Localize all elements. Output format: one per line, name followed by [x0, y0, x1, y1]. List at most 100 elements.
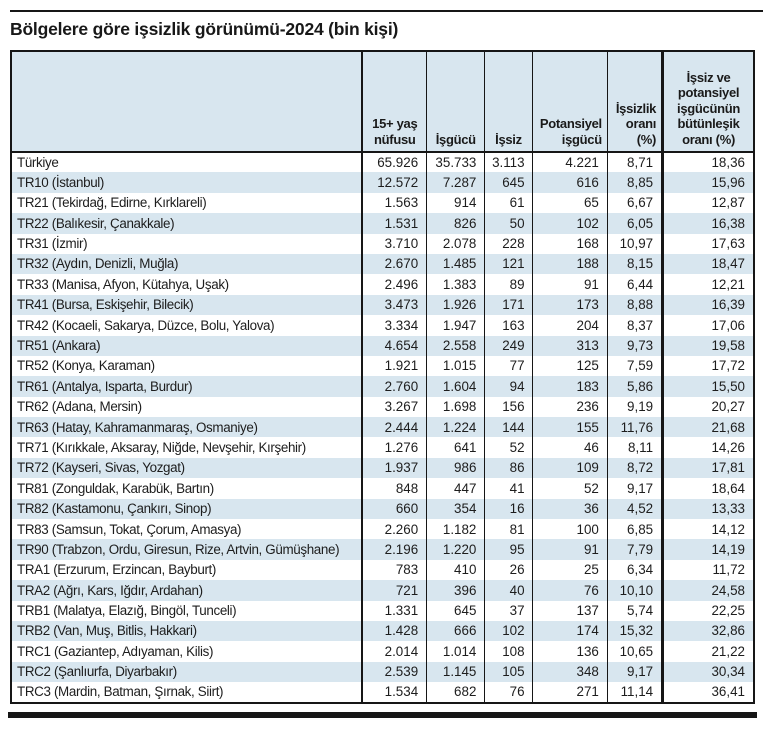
table-row: TR63 (Hatay, Kahramanmaraş, Osmaniye) 2.4… [11, 417, 754, 438]
table-row: TR72 (Kayseri, Sivas, Yozgat) 1.937 986 86 1… [11, 457, 754, 479]
region-cell: TR41 (Bursa, Eskişehir, Bilecik) [17, 297, 194, 313]
potential-cell: 4.221 [531, 152, 608, 173]
laborforce-cell: 1.604 [426, 376, 485, 397]
combined-rate-cell: 17,72 [661, 355, 754, 377]
population-cell: 1.428 [361, 620, 427, 642]
population-cell: 2.014 [361, 641, 427, 662]
rate-cell: 4,52 [606, 498, 663, 520]
population-cell: 721 [361, 580, 427, 601]
population-cell: 1.563 [361, 192, 427, 214]
rate-cell: 8,71 [606, 152, 663, 173]
unemployed-cell: 81 [484, 519, 533, 540]
rate-cell: 6,85 [606, 519, 663, 540]
table-row: TR52 (Konya, Karaman) 1.921 1.015 77 125 7,59… [11, 355, 754, 377]
laborforce-cell: 1.383 [426, 274, 485, 295]
unemployed-cell: 52 [484, 437, 533, 458]
column-header-region [11, 51, 363, 153]
combined-rate-cell: 14,26 [661, 437, 754, 458]
population-cell: 2.496 [361, 274, 427, 295]
potential-cell: 348 [531, 661, 608, 683]
combined-rate-cell: 17,63 [661, 233, 754, 254]
unemployment-table: 15+ yaş nüfusu İşgücü İşsiz Potansiyel i… [10, 50, 755, 704]
combined-rate-cell: 15,50 [661, 376, 754, 397]
unemployed-cell: 156 [484, 396, 533, 418]
unemployed-cell: 76 [484, 682, 533, 703]
region-cell: TR62 (Adana, Mersin) [17, 399, 142, 415]
population-cell: 3.710 [361, 233, 427, 254]
region-cell: TR52 (Konya, Karaman) [17, 358, 155, 374]
population-cell: 2.444 [361, 417, 427, 438]
table-row: TRC1 (Gaziantep, Adıyaman, Kilis) 2.014 1.… [11, 641, 754, 662]
potential-cell: 204 [531, 315, 608, 336]
unemployed-cell: 144 [484, 417, 533, 438]
combined-rate-cell: 22,25 [661, 600, 754, 621]
table-row: TRC2 (Şanlıurfa, Diyarbakır) 2.539 1.145 10… [11, 661, 754, 683]
table-row: TRB1 (Malatya, Elazığ, Bingöl, Tunceli) 1… [11, 600, 754, 621]
population-cell: 2.260 [361, 519, 427, 540]
laborforce-cell: 1.224 [426, 417, 485, 438]
potential-cell: 236 [531, 396, 608, 418]
combined-rate-cell: 17,81 [661, 457, 754, 479]
potential-cell: 76 [531, 580, 608, 601]
unemployed-cell: 61 [484, 192, 533, 214]
column-header-rate: İşsizlik oranı (%) [606, 51, 663, 153]
laborforce-cell: 2.078 [426, 233, 485, 254]
unemployed-cell: 86 [484, 457, 533, 479]
potential-cell: 65 [531, 192, 608, 214]
region-cell: TR90 (Trabzon, Ordu, Giresun, Rize, Artv… [17, 541, 340, 557]
region-cell: TRA1 (Erzurum, Erzincan, Bayburt) [17, 562, 217, 578]
unemployed-cell: 105 [484, 661, 533, 683]
rate-cell: 6,44 [606, 274, 663, 295]
laborforce-cell: 1.947 [426, 315, 485, 336]
unemployed-cell: 94 [484, 376, 533, 397]
region-cell: TR31 (İzmir) [17, 236, 88, 252]
rate-cell: 6,05 [606, 213, 663, 234]
rate-cell: 5,74 [606, 600, 663, 621]
combined-rate-cell: 36,41 [661, 682, 754, 703]
combined-rate-cell: 19,58 [661, 335, 754, 356]
column-header-laborforce: İşgücü [426, 51, 485, 153]
table-row: TR21 (Tekirdağ, Edirne, Kırklareli) 1.563… [11, 192, 754, 214]
region-cell: TR21 (Tekirdağ, Edirne, Kırklareli) [17, 195, 207, 211]
potential-cell: 136 [531, 641, 608, 662]
top-divider [10, 10, 763, 12]
population-cell: 660 [361, 498, 427, 520]
combined-rate-cell: 21,68 [661, 417, 754, 438]
region-cell: TR82 (Kastamonu, Çankırı, Sinop) [17, 501, 212, 517]
table-row: TR71 (Kırıkkale, Aksaray, Niğde, Nevşehi… [11, 437, 754, 458]
region-cell: TR81 (Zonguldak, Karabük, Bartın) [17, 480, 214, 496]
rate-cell: 6,67 [606, 192, 663, 214]
population-cell: 2.760 [361, 376, 427, 397]
rate-cell: 8,88 [606, 294, 663, 316]
unemployed-cell: 95 [484, 539, 533, 560]
potential-cell: 100 [531, 519, 608, 540]
unemployed-cell: 77 [484, 355, 533, 377]
table-row: TR62 (Adana, Mersin) 3.267 1.698 156 236 9,19… [11, 396, 754, 418]
population-cell: 3.334 [361, 315, 427, 336]
table-row: TRC3 (Mardin, Batman, Şırnak, Siirt) 1.53… [11, 682, 754, 703]
column-header-unemployed: İşsiz [484, 51, 533, 153]
laborforce-cell: 1.014 [426, 641, 485, 662]
combined-rate-cell: 14,12 [661, 519, 754, 540]
rate-cell: 10,10 [606, 580, 663, 601]
potential-cell: 313 [531, 335, 608, 356]
potential-cell: 168 [531, 233, 608, 254]
unemployed-cell: 89 [484, 274, 533, 295]
combined-rate-cell: 30,34 [661, 661, 754, 683]
region-cell: TR22 (Balıkesir, Çanakkale) [17, 215, 175, 231]
unemployed-cell: 50 [484, 213, 533, 234]
laborforce-cell: 986 [426, 457, 485, 479]
region-cell: TR42 (Kocaeli, Sakarya, Düzce, Bolu, Yal… [17, 317, 275, 333]
table-row: TR32 (Aydın, Denizli, Muğla) 2.670 1.485 12… [11, 253, 754, 275]
combined-rate-cell: 32,86 [661, 620, 754, 642]
combined-rate-cell: 17,06 [661, 315, 754, 336]
potential-cell: 174 [531, 620, 608, 642]
region-cell: Türkiye [17, 154, 59, 170]
region-cell: TR32 (Aydın, Denizli, Muğla) [17, 256, 179, 272]
laborforce-cell: 35.733 [426, 152, 485, 173]
combined-rate-cell: 16,38 [661, 213, 754, 234]
population-cell: 783 [361, 559, 427, 581]
laborforce-cell: 7.287 [426, 172, 485, 193]
column-header-population: 15+ yaş nüfusu [361, 51, 427, 153]
potential-cell: 25 [531, 559, 608, 581]
